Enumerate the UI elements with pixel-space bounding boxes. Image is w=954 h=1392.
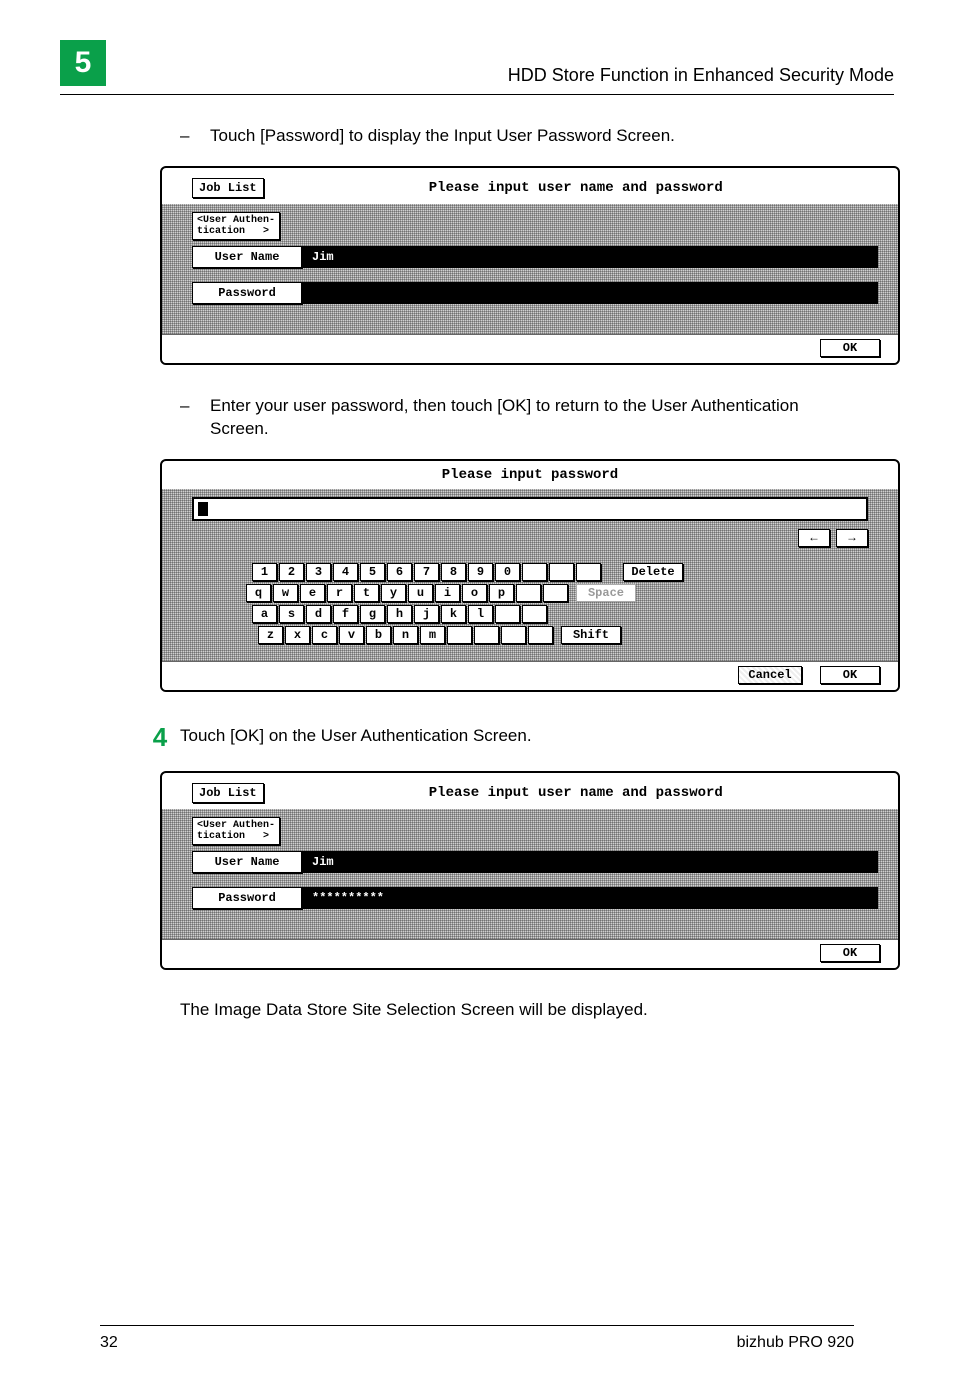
key-s[interactable]: s — [279, 605, 304, 623]
key-blank[interactable] — [522, 605, 547, 623]
user-name-value: Jim — [302, 851, 878, 873]
key-t[interactable]: t — [354, 584, 379, 602]
panel-title: Please input password — [162, 461, 898, 489]
password-label[interactable]: Password — [192, 887, 302, 909]
key-d[interactable]: d — [306, 605, 331, 623]
cancel-button[interactable]: Cancel — [738, 666, 802, 684]
space-key[interactable]: Space — [576, 584, 636, 602]
bullet-item: – Touch [Password] to display the Input … — [180, 125, 854, 148]
key-c[interactable]: c — [312, 626, 337, 644]
key-b[interactable]: b — [366, 626, 391, 644]
password-value — [302, 282, 878, 304]
content-area: – Touch [Password] to display the Input … — [180, 125, 854, 1020]
key-blank[interactable] — [516, 584, 541, 602]
key-blank[interactable] — [543, 584, 568, 602]
key-m[interactable]: m — [420, 626, 445, 644]
trailing-text: The Image Data Store Site Selection Scre… — [180, 1000, 854, 1020]
step-item: 4 Touch [OK] on the User Authentication … — [140, 722, 854, 753]
key-8[interactable]: 8 — [441, 563, 466, 581]
key-k[interactable]: k — [441, 605, 466, 623]
key-g[interactable]: g — [360, 605, 385, 623]
key-4[interactable]: 4 — [333, 563, 358, 581]
key-o[interactable]: o — [462, 584, 487, 602]
user-auth-tab[interactable]: <User Authen- tication > — [192, 212, 280, 240]
panel-title: Please input user name and password — [264, 779, 888, 807]
key-9[interactable]: 9 — [468, 563, 493, 581]
user-name-value: Jim — [302, 246, 878, 268]
key-e[interactable]: e — [300, 584, 325, 602]
password-input[interactable] — [192, 497, 868, 521]
key-v[interactable]: v — [339, 626, 364, 644]
user-auth-tab[interactable]: <User Authen- tication > — [192, 817, 280, 845]
key-blank[interactable] — [501, 626, 526, 644]
job-list-button[interactable]: Job List — [192, 783, 264, 803]
key-i[interactable]: i — [435, 584, 460, 602]
ok-button[interactable]: OK — [820, 666, 880, 684]
step-number: 4 — [140, 722, 180, 753]
user-name-label[interactable]: User Name — [192, 246, 302, 268]
bullet-text: Enter your user password, then touch [OK… — [210, 395, 854, 441]
key-7[interactable]: 7 — [414, 563, 439, 581]
bullet-text: Touch [Password] to display the Input Us… — [210, 125, 675, 148]
panel-title: Please input user name and password — [264, 174, 888, 202]
arrow-left-key[interactable]: ← — [798, 529, 830, 547]
arrow-right-key[interactable]: → — [836, 529, 868, 547]
password-label[interactable]: Password — [192, 282, 302, 304]
key-blank[interactable] — [522, 563, 547, 581]
key-z[interactable]: z — [258, 626, 283, 644]
key-n[interactable]: n — [393, 626, 418, 644]
key-p[interactable]: p — [489, 584, 514, 602]
on-screen-keyboard: 1234567890 Delete qwertyuiop Space asdfghj… — [162, 553, 898, 655]
key-x[interactable]: x — [285, 626, 310, 644]
key-0[interactable]: 0 — [495, 563, 520, 581]
key-blank[interactable] — [474, 626, 499, 644]
step-text: Touch [OK] on the User Authentication Sc… — [180, 722, 532, 746]
bullet-item: – Enter your user password, then touch [… — [180, 395, 854, 441]
bullet-dash: – — [180, 125, 210, 148]
page-footer: 32 bizhub PRO 920 — [100, 1325, 854, 1352]
key-blank[interactable] — [528, 626, 553, 644]
ok-button[interactable]: OK — [820, 339, 880, 357]
screenshot-panel-auth-2: Job List Please input user name and pass… — [160, 771, 900, 970]
key-1[interactable]: 1 — [252, 563, 277, 581]
job-list-button[interactable]: Job List — [192, 178, 264, 198]
key-blank[interactable] — [447, 626, 472, 644]
key-h[interactable]: h — [387, 605, 412, 623]
key-q[interactable]: q — [246, 584, 271, 602]
chapter-number: 5 — [60, 40, 106, 86]
key-5[interactable]: 5 — [360, 563, 385, 581]
text-cursor — [198, 502, 208, 516]
shift-key[interactable]: Shift — [561, 626, 621, 644]
delete-key[interactable]: Delete — [623, 563, 683, 581]
key-6[interactable]: 6 — [387, 563, 412, 581]
product-name: bizhub PRO 920 — [737, 1334, 854, 1352]
key-blank[interactable] — [495, 605, 520, 623]
key-u[interactable]: u — [408, 584, 433, 602]
screenshot-panel-auth-1: Job List Please input user name and pass… — [160, 166, 900, 365]
header-title: HDD Store Function in Enhanced Security … — [508, 65, 894, 86]
ok-button[interactable]: OK — [820, 944, 880, 962]
key-y[interactable]: y — [381, 584, 406, 602]
key-2[interactable]: 2 — [279, 563, 304, 581]
key-3[interactable]: 3 — [306, 563, 331, 581]
page-number: 32 — [100, 1334, 118, 1352]
key-blank[interactable] — [549, 563, 574, 581]
screenshot-panel-keyboard: Please input password ← → 1234567890 Dele… — [160, 459, 900, 692]
page-header: 5 HDD Store Function in Enhanced Securit… — [60, 40, 894, 95]
key-f[interactable]: f — [333, 605, 358, 623]
key-r[interactable]: r — [327, 584, 352, 602]
password-value: ********** — [302, 887, 878, 909]
user-name-label[interactable]: User Name — [192, 851, 302, 873]
key-l[interactable]: l — [468, 605, 493, 623]
key-a[interactable]: a — [252, 605, 277, 623]
key-blank[interactable] — [576, 563, 601, 581]
key-w[interactable]: w — [273, 584, 298, 602]
key-j[interactable]: j — [414, 605, 439, 623]
bullet-dash: – — [180, 395, 210, 441]
